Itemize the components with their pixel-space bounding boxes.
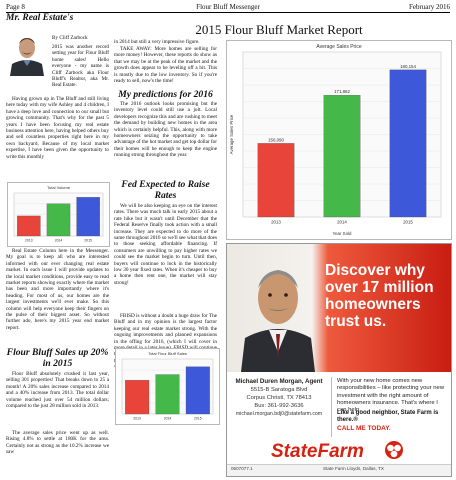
agent-address-line2: Corpus Christi, TX 78413 <box>246 395 312 401</box>
state-farm-logo: StateFarm <box>271 438 407 462</box>
intro-paragraph: 2015 was another record setting year for… <box>52 44 109 89</box>
x-axis-label: Year Sold <box>333 231 352 236</box>
chart-average-sales-price: Average Sales Price 156,090 2013 171,862 201… <box>226 40 452 240</box>
chart-total-volume: Total Volume 2013 2014 2015 <box>7 182 110 247</box>
continued-text: in 2014 but still a very impressive figu… <box>114 39 200 45</box>
chart-total-sales: Total Flour Bluff Sales 2013 2014 2015 <box>115 348 220 425</box>
tick-label-2013: 2013 <box>271 219 281 224</box>
tick-label-2014: 2014 <box>164 416 172 420</box>
data-label-2015: 180,154 <box>400 64 416 69</box>
ad-footer: State Farm Lloyds, Dallas, TX <box>323 466 384 471</box>
ad-divider <box>331 377 332 437</box>
chart-title: Average Sales Price <box>316 44 361 50</box>
tick-label-2013: 2013 <box>25 238 33 242</box>
bar-2015 <box>76 197 100 237</box>
background-paragraph: Having grown up in The Bluff and still l… <box>6 96 109 160</box>
bar-2013 <box>125 380 150 415</box>
ad-cta: CALL ME TODAY. <box>337 425 391 432</box>
publication-name: Flour Bluff Messenger <box>196 3 260 11</box>
bar-2015 <box>389 69 427 218</box>
ad-footer-bar <box>227 464 451 476</box>
rates-heading: Fed Expected to Raise Rates <box>121 179 210 201</box>
agent-email: michael.morgan.bdj0@statefarm.com <box>235 411 323 417</box>
bar-2014 <box>46 203 71 237</box>
tick-label-2014: 2014 <box>337 219 347 224</box>
ad-code: 0607077.1 <box>231 466 253 471</box>
tick-label-2013: 2013 <box>133 416 141 420</box>
bar-2014 <box>155 374 180 415</box>
price-paragraph: The average sales price went up as well.… <box>6 430 109 456</box>
data-label-2013: 156,090 <box>268 137 284 142</box>
column-intro-paragraph: Real Estate Column here in the Messenger… <box>6 248 109 331</box>
chart-title: Total Volume <box>47 185 71 190</box>
predictions-heading: My predictions for 2016 <box>118 89 213 100</box>
tick-label-2014: 2014 <box>55 238 63 242</box>
bar-2013 <box>17 215 41 237</box>
agent-name: Michael Duren Morgan, Agent <box>235 378 323 385</box>
header-rule <box>6 12 450 13</box>
rates-paragraph: We will be also keeping an eye on the in… <box>114 203 217 286</box>
takeaway-paragraph: TAKE AWAY: More homes are selling for mo… <box>114 46 217 84</box>
bar-2015 <box>185 366 210 415</box>
ad-headline: Discover why over 17 million homeowners … <box>325 262 434 330</box>
issue-date: February 2016 <box>408 3 450 11</box>
column-title: Mr. Real Estate's <box>6 13 74 23</box>
state-farm-ad: Discover why over 17 million homeowners … <box>226 243 452 477</box>
ad-body: With your new home comes new responsibil… <box>337 378 445 414</box>
sales-heading: Flour Bluff Sales up 20% in 2015 <box>6 347 109 369</box>
author-photo <box>6 30 48 76</box>
article-title: 2015 Flour Bluff Market Report <box>195 22 363 37</box>
data-label-2014: 171,862 <box>334 89 350 94</box>
agent-photo <box>239 250 317 372</box>
page-number: Page 8 <box>6 3 25 11</box>
chart-title: Total Flour Bluff Sales <box>148 351 187 356</box>
bar-2014 <box>323 95 361 218</box>
sales-paragraph: Flour Bluff absolutely crushed it last y… <box>6 371 109 410</box>
tick-label-2015: 2015 <box>84 238 92 242</box>
tick-label-2015: 2015 <box>403 219 413 224</box>
y-axis-label: Average Sales Price <box>229 114 234 154</box>
tick-label-2015: 2015 <box>194 416 202 420</box>
ad-slogan: Like a good neighbor, State Farm is ther… <box>337 410 439 424</box>
bar-2013 <box>257 143 295 218</box>
svg-text:StateFarm: StateFarm <box>271 441 364 462</box>
byline: By Cliff Zarbock <box>52 35 88 41</box>
agent-address-line1: 5515-B Saratoga Blvd <box>250 387 308 393</box>
predictions-paragraph: The 2016 outlook looks promising but the… <box>114 101 217 159</box>
agent-phone: Bus: 361-992-3636 <box>254 403 304 409</box>
